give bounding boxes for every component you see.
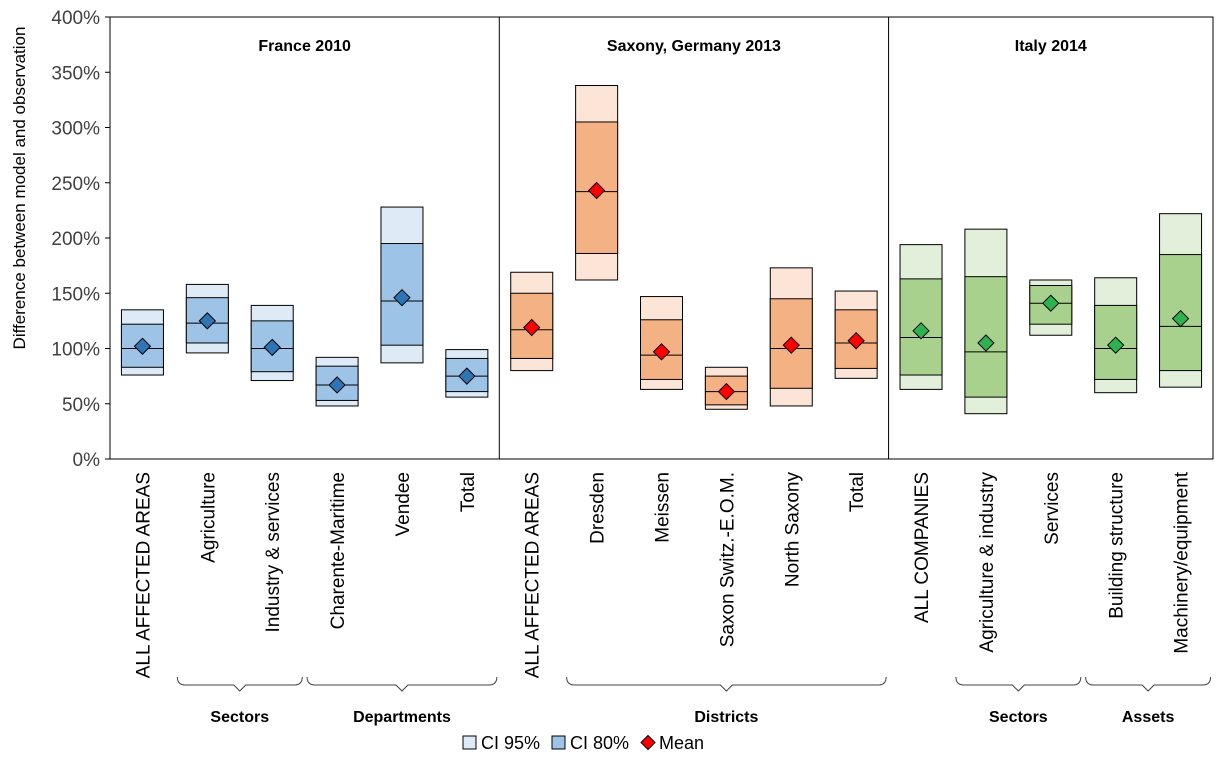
legend-label: CI 95% [481, 733, 540, 753]
legend-label: Mean [659, 733, 704, 753]
region-title: Saxony, Germany 2013 [607, 38, 781, 55]
mean-marker [782, 336, 800, 354]
legend-swatch [462, 735, 477, 750]
y-tick-label: 100% [51, 340, 100, 361]
mean-marker [587, 181, 606, 200]
category-label: Dresden [588, 472, 609, 544]
box-group [899, 244, 943, 390]
y-tick-label: 350% [51, 63, 100, 84]
mean-marker [1106, 336, 1125, 354]
mean-marker [393, 288, 411, 307]
category-label: Agriculture [198, 472, 219, 563]
category-label: Total [458, 472, 479, 512]
category-label: Industry & services [263, 472, 284, 633]
mean-marker [1171, 309, 1190, 328]
category-label: Total [847, 472, 868, 512]
box-group [575, 85, 619, 281]
category-label: Machinery/equipment [1172, 471, 1193, 653]
box-group [834, 290, 878, 379]
plot-area: 0% 50% 100% 150% 200% 250% 300% 350% 400% France … [51, 8, 1214, 726]
legend-item: Mean [640, 733, 704, 753]
box-group [185, 283, 229, 354]
box-group [120, 309, 164, 376]
category-label: North Saxony [782, 472, 803, 588]
y-tick-label: 50% [62, 395, 100, 416]
group-label: Sectors [210, 709, 269, 726]
mean-marker [263, 338, 281, 357]
box-group [1159, 213, 1203, 388]
mean-marker [523, 318, 541, 337]
category-label: Saxon Switz.-E.O.M. [717, 472, 738, 647]
y-tick-label: 300% [51, 119, 100, 140]
box-group [769, 267, 813, 407]
group-brace [306, 676, 498, 692]
mean-marker [912, 322, 930, 340]
box-group [445, 349, 489, 398]
mean-marker [977, 334, 995, 352]
category-label: Vendee [393, 472, 414, 536]
category-label: Services [1042, 472, 1063, 545]
legend-label: CI 80% [570, 733, 629, 753]
category-label: Meissen [653, 472, 674, 543]
legend-item: CI 95% [462, 733, 540, 753]
legend-item: CI 80% [551, 733, 629, 753]
y-tick-label: 400% [51, 8, 100, 29]
box-group [1094, 277, 1138, 394]
y-tick-label: 150% [51, 284, 100, 305]
box-group [315, 356, 359, 407]
category-label: Building structure [1107, 472, 1128, 619]
legend-swatch [551, 735, 566, 750]
category-label: Agriculture & industry [977, 472, 998, 653]
mean-marker [717, 382, 736, 401]
mean-marker [847, 332, 865, 350]
box-group [964, 228, 1008, 415]
group-brace [1085, 676, 1212, 692]
group-brace [176, 676, 303, 692]
group-brace [955, 676, 1082, 692]
plot-frame [109, 16, 1214, 460]
region-title: Italy 2014 [1015, 38, 1087, 55]
y-tick-label: 200% [51, 229, 100, 250]
mean-marker [458, 367, 476, 385]
mean-marker [328, 376, 346, 394]
mean-marker [198, 312, 217, 330]
box-group [510, 271, 554, 372]
category-label: ALL AFFECTED AREAS [133, 472, 154, 678]
group-label: Districts [694, 709, 758, 726]
region-title: France 2010 [258, 38, 351, 55]
group-label: Assets [1122, 709, 1175, 726]
group-label: Sectors [989, 709, 1048, 726]
box-group [250, 304, 294, 382]
category-label: Charente-Maritime [328, 472, 349, 629]
box-group [704, 366, 748, 410]
category-label: ALL AFFECTED AREAS [523, 472, 544, 678]
group-label: Departments [353, 709, 451, 726]
category-label: ALL COMPANIES [912, 472, 933, 623]
box-group [1029, 279, 1073, 336]
legend: CI 95% CI 80% Mean [462, 733, 704, 753]
box-group [380, 206, 424, 364]
mean-marker [1042, 294, 1060, 312]
group-brace [566, 676, 887, 692]
y-tick-label: 250% [51, 174, 100, 195]
box-group [640, 296, 683, 390]
legend-swatch [640, 734, 656, 751]
y-tick-label: 0% [73, 450, 101, 471]
y-axis-label: Difference between model and observation [10, 27, 29, 350]
mean-marker [652, 343, 671, 361]
mean-marker [133, 337, 152, 355]
